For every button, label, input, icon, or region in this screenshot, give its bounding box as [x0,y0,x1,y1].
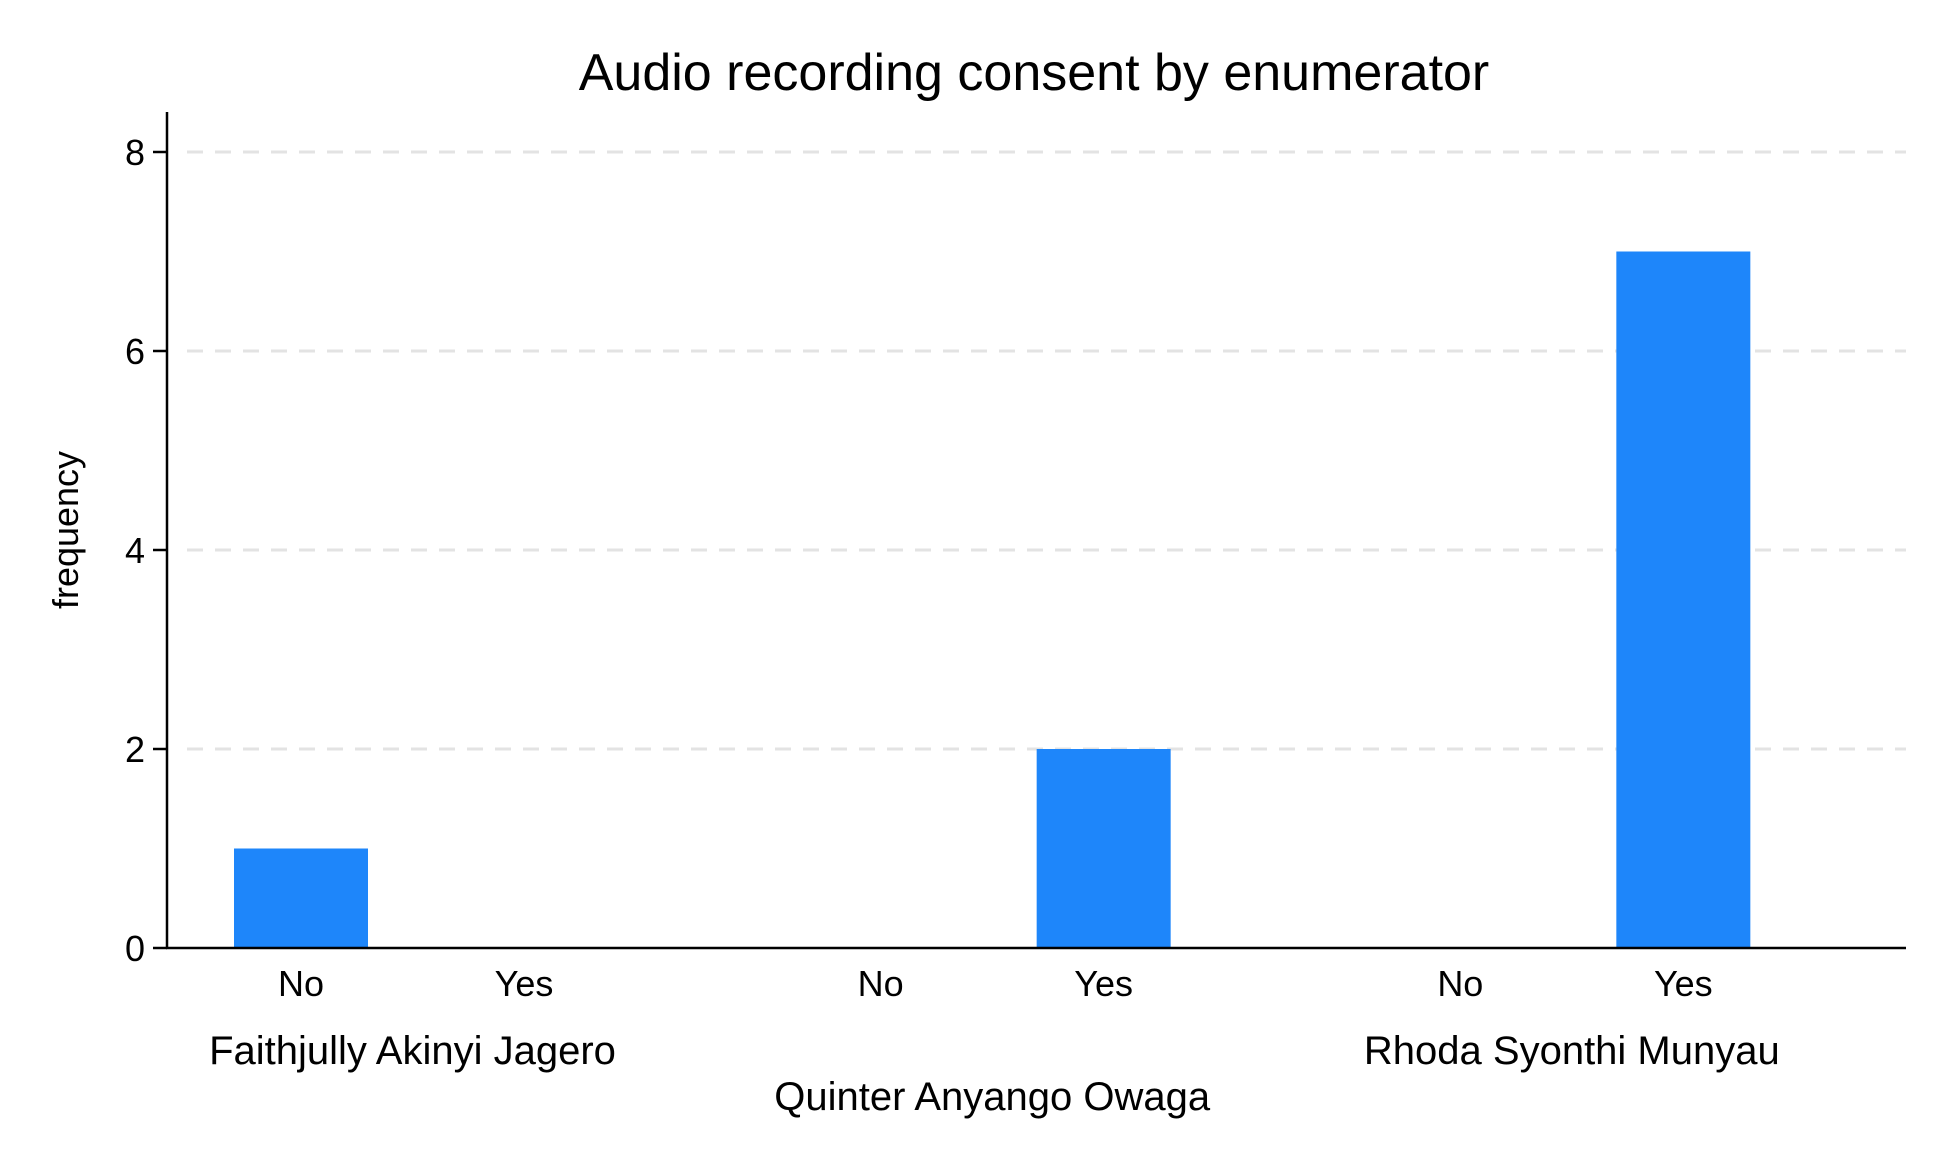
x-axis-labels: No Yes Faithjully Akinyi Jagero No Yes Quinte… [209,963,1780,1119]
group-label: Rhoda Syonthi Munyau [1364,1029,1780,1073]
y-axis-title: frequency [45,451,86,609]
group-label: Quinter Anyango Owaga [774,1075,1211,1119]
y-tick-label: 6 [125,331,145,372]
y-tick-label: 8 [125,132,145,173]
y-tick-label: 2 [125,729,145,770]
x-category-label: Yes [1074,963,1133,1004]
x-category-label: No [278,963,324,1004]
x-category-label: Yes [495,963,554,1004]
x-category-label: Yes [1654,963,1713,1004]
y-tick-label: 0 [125,928,145,969]
bar [1036,749,1171,948]
x-category-label: No [858,963,904,1004]
bars [234,251,1751,948]
chart-title: Audio recording consent by enumerator [579,44,1490,102]
bar [1616,251,1751,948]
group-label: Faithjully Akinyi Jagero [209,1029,616,1073]
bar [234,848,368,948]
x-category-label: No [1437,963,1483,1004]
y-axis-ticks: 0 2 4 6 8 [125,132,167,969]
y-tick-label: 4 [125,530,145,571]
